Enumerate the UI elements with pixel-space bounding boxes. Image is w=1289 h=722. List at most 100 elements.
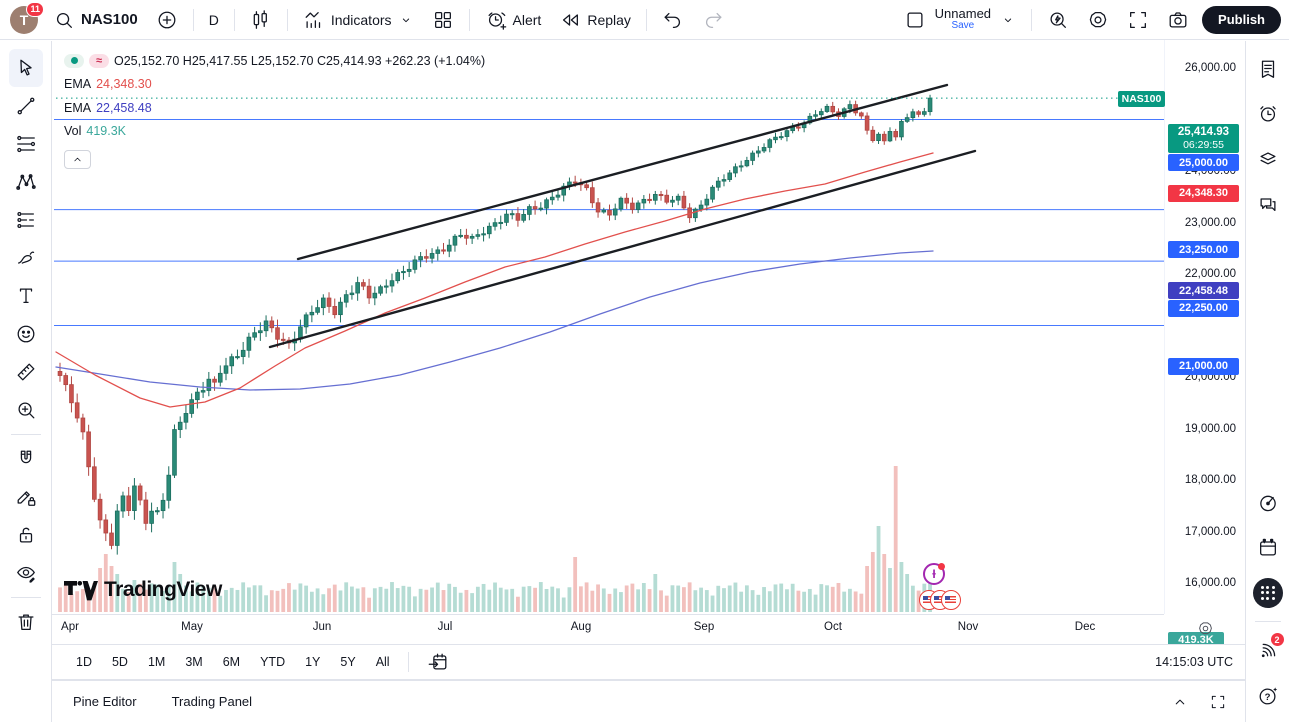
layout-square-icon xyxy=(904,9,926,31)
tool-magnet[interactable] xyxy=(9,440,43,478)
toolbar-separator xyxy=(407,652,409,672)
interval-label: D xyxy=(208,11,219,28)
top-toolbar: T 11 NAS100 D Indicators Alert xyxy=(0,0,1289,40)
tool-ruler[interactable] xyxy=(9,353,43,391)
undo-icon xyxy=(662,9,684,31)
layout-save-button[interactable]: Unnamed Save xyxy=(935,7,991,31)
ema-slow-legend-row[interactable]: EMA 22,458.48 xyxy=(64,96,485,120)
volume-series xyxy=(58,466,932,612)
compare-add-button[interactable] xyxy=(147,0,187,39)
price-tick: 17,000.00 xyxy=(1184,525,1236,538)
candlestick-chart[interactable] xyxy=(52,40,1164,614)
last-price-symbol-badge: NAS100 xyxy=(1118,91,1165,107)
range-3m-button[interactable]: 3M xyxy=(185,655,203,669)
toolbar-separator xyxy=(192,8,194,31)
sidebar-ideas-button[interactable] xyxy=(1249,480,1287,525)
tool-lock-all[interactable] xyxy=(9,516,43,554)
chart-style-button[interactable] xyxy=(241,0,281,39)
last-price-value: 25,414.93 xyxy=(1177,125,1230,138)
earnings-event-icon[interactable]: Ɨ xyxy=(923,563,945,585)
tab-pine-editor[interactable]: Pine Editor xyxy=(73,694,137,709)
toolbar-divider xyxy=(10,597,41,598)
tool-cursor[interactable] xyxy=(8,49,43,87)
maximize-icon[interactable] xyxy=(1209,693,1227,711)
volume-legend-row[interactable]: Vol 419.3K xyxy=(64,120,485,144)
layout-menu-button[interactable] xyxy=(991,12,1025,28)
brush-icon xyxy=(15,247,37,269)
settings-gear-icon xyxy=(1087,9,1109,31)
interval-button[interactable]: D xyxy=(200,0,228,39)
range-1y-button[interactable]: 1Y xyxy=(305,655,321,669)
long-position-icon xyxy=(15,209,37,231)
clock-utc[interactable]: 14:15:03 UTC xyxy=(1155,655,1233,669)
toolbar-divider xyxy=(10,434,41,435)
tab-trading-panel[interactable]: Trading Panel xyxy=(171,694,253,709)
range-ytd-button[interactable]: YTD xyxy=(260,655,286,669)
chart-settings-button[interactable] xyxy=(1078,9,1118,31)
sidebar-calendar-button[interactable] xyxy=(1249,525,1287,570)
tool-zoom-in[interactable] xyxy=(9,391,43,429)
chart-pane[interactable] xyxy=(52,40,1164,614)
tool-xabcd-pattern[interactable] xyxy=(9,163,43,201)
snapshot-button[interactable] xyxy=(1158,9,1198,31)
replay-button[interactable]: Replay xyxy=(550,0,640,39)
user-avatar[interactable]: T 11 xyxy=(10,1,44,34)
legend-collapse-button[interactable] xyxy=(64,150,91,169)
publish-button[interactable]: Publish xyxy=(1202,5,1281,34)
us-economic-event-icon[interactable] xyxy=(941,590,961,610)
drawing-mode-icon xyxy=(15,486,37,508)
alert-button[interactable]: Alert xyxy=(476,0,551,39)
ema-fast-legend-row[interactable]: EMA 24,348.30 xyxy=(64,73,485,97)
object-tree-icon xyxy=(1257,148,1279,170)
tool-hide-all[interactable] xyxy=(9,554,43,592)
range-all-button[interactable]: All xyxy=(375,655,390,669)
indicators-button[interactable]: Indicators xyxy=(294,0,423,39)
indicator-templates-button[interactable] xyxy=(423,0,463,39)
replay-label: Replay xyxy=(587,11,631,28)
month-label: Aug xyxy=(570,621,592,633)
redo-icon xyxy=(702,9,724,31)
range-5y-button[interactable]: 5Y xyxy=(340,655,356,669)
layout-button[interactable] xyxy=(895,9,935,31)
sidebar-broadcast-button[interactable]: 2 xyxy=(1249,628,1287,673)
quick-search-button[interactable] xyxy=(1038,9,1078,31)
goto-date-icon[interactable] xyxy=(419,647,457,677)
sidebar-apps-grid-button[interactable] xyxy=(1249,570,1287,615)
tool-brush[interactable] xyxy=(9,239,43,277)
tool-emoji[interactable] xyxy=(9,315,43,353)
symbol-name: NAS100 xyxy=(81,11,138,28)
price-scale[interactable]: 26,000.00 24,000.00 23,000.00 22,000.00 20,0… xyxy=(1164,40,1245,649)
tool-long-position[interactable] xyxy=(9,201,43,239)
range-6m-button[interactable]: 6M xyxy=(222,655,241,669)
sidebar-help-button[interactable]: ? xyxy=(1249,673,1287,718)
event-alert-dot xyxy=(938,563,945,570)
price-tick: 22,000.00 xyxy=(1184,268,1236,280)
time-axis-settings-icon[interactable] xyxy=(1197,620,1214,642)
sidebar-watchlist-button[interactable] xyxy=(1249,46,1287,91)
chevron-down-icon xyxy=(398,12,414,28)
sidebar-chats-button[interactable] xyxy=(1249,181,1287,226)
tool-remove-all[interactable] xyxy=(9,603,43,641)
tool-fib-retracement[interactable] xyxy=(9,125,43,163)
range-1m-button[interactable]: 1M xyxy=(147,655,166,669)
price-level-label: 24,348.30 xyxy=(1168,184,1239,202)
calendar-icon xyxy=(1257,537,1279,559)
alert-clock-icon xyxy=(485,9,507,31)
chevron-up-icon[interactable] xyxy=(1171,693,1189,711)
tool-text[interactable] xyxy=(9,277,43,315)
range-1d-button[interactable]: 1D xyxy=(76,655,92,669)
redo-button[interactable] xyxy=(693,0,733,39)
sidebar-object-tree-button[interactable] xyxy=(1249,136,1287,181)
range-5d-button[interactable]: 5D xyxy=(111,655,128,669)
toolbar-separator xyxy=(1031,8,1033,31)
symbol-search-button[interactable]: NAS100 xyxy=(44,0,147,39)
fullscreen-button[interactable] xyxy=(1118,9,1158,31)
tool-drawing-mode[interactable] xyxy=(9,478,43,516)
time-axis[interactable]: Apr May Jun Jul Aug Sep Oct Nov Dec xyxy=(52,614,1212,644)
tool-trend-line[interactable] xyxy=(9,87,43,125)
symbol-legend-row[interactable]: ≈ O25,152.70 H25,417.55 L25,152.70 C25,4… xyxy=(64,49,485,73)
sidebar-alerts-button[interactable] xyxy=(1249,91,1287,136)
plus-circle-icon xyxy=(156,9,178,31)
undo-button[interactable] xyxy=(653,0,693,39)
